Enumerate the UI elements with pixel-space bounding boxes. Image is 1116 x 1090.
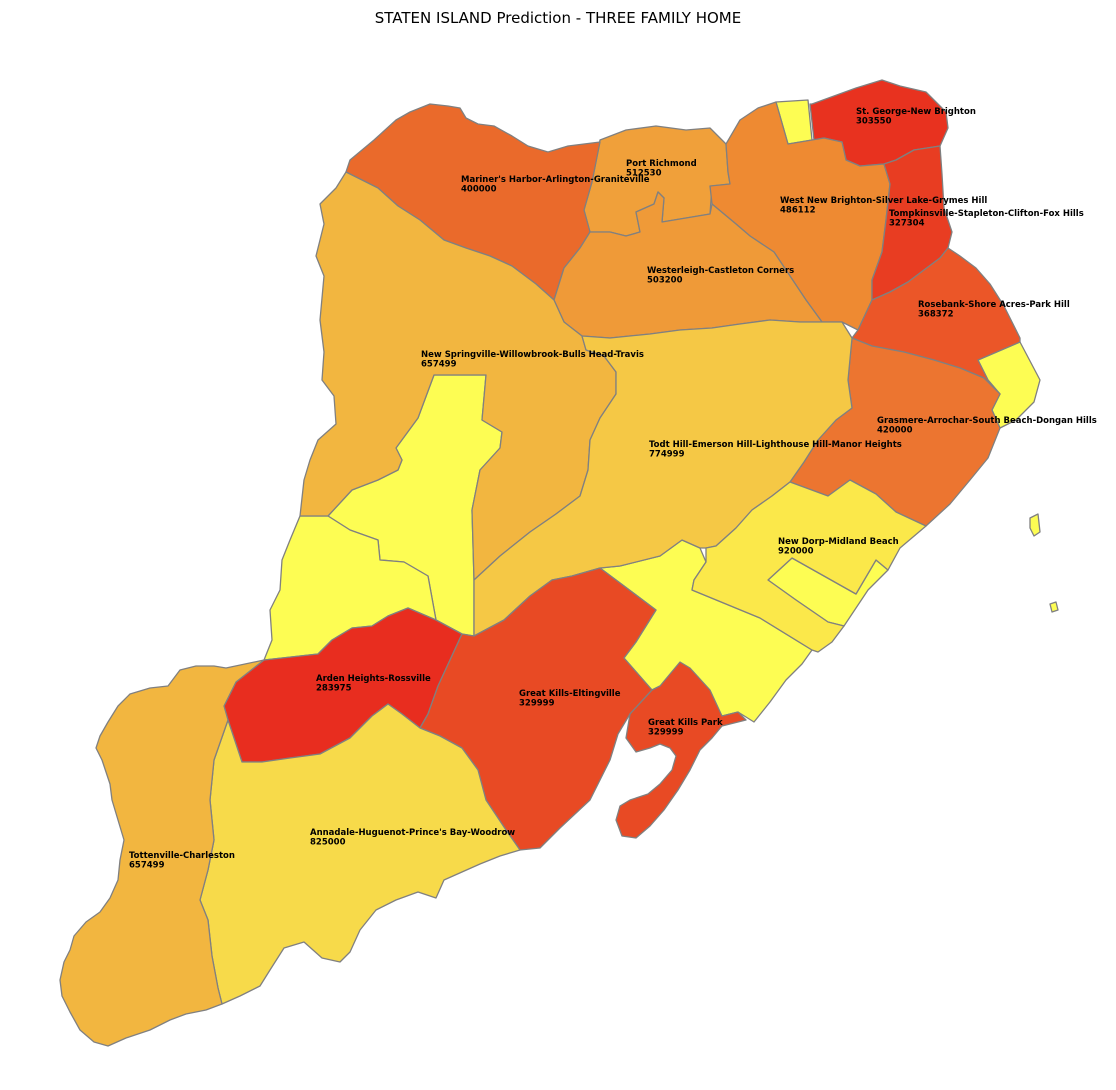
label-mariners-harbor: Mariner's Harbor-Arlington-Graniteville 4… [461, 175, 650, 195]
label-st-george-new-brighton: St. George-New Brighton 303550 [856, 107, 976, 127]
label-todt-hill: Todt Hill-Emerson Hill-Lighthouse Hill-M… [649, 440, 902, 460]
label-rosebank: Rosebank-Shore Acres-Park Hill 368372 [918, 300, 1070, 320]
neighborhood-labels: St. George-New Brighton 303550 Port Richm… [129, 107, 1097, 871]
no-data-area-island-2 [1049, 601, 1059, 613]
label-tottenville: Tottenville-Charleston 657499 [129, 851, 235, 871]
label-annadale: Annadale-Huguenot-Prince's Bay-Woodrow 82… [310, 828, 515, 848]
label-west-new-brighton: West New Brighton-Silver Lake-Grymes Hil… [780, 196, 987, 216]
label-great-kills-eltingville: Great Kills-Eltingville 329999 [519, 689, 621, 709]
map-title: STATEN ISLAND Prediction - THREE FAMILY … [374, 9, 742, 27]
label-grasmere: Grasmere-Arrochar-South Beach-Dongan Hil… [877, 416, 1097, 436]
region-great-kills-park [615, 661, 747, 839]
neighborhood-polygons [59, 79, 1021, 1047]
label-new-springville: New Springville-Willowbrook-Bulls Head-T… [421, 350, 644, 370]
region-new-dorp [691, 479, 927, 653]
label-tompkinsville: Tompkinsville-Stapleton-Clifton-Fox Hill… [889, 209, 1084, 229]
region-new-springville [299, 171, 617, 581]
label-westerleigh: Westerleigh-Castleton Corners 503200 [647, 266, 794, 286]
label-port-richmond: Port Richmond 512530 [626, 159, 697, 179]
label-new-dorp: New Dorp-Midland Beach 920000 [778, 537, 899, 557]
no-data-area-island-1 [1029, 513, 1041, 537]
region-todt-hill [473, 319, 853, 637]
label-great-kills-park: Great Kills Park 329999 [648, 718, 723, 738]
no-data-areas [263, 99, 1059, 723]
region-tottenville [59, 659, 265, 1047]
label-arden-heights: Arden Heights-Rossville 283975 [316, 674, 431, 694]
